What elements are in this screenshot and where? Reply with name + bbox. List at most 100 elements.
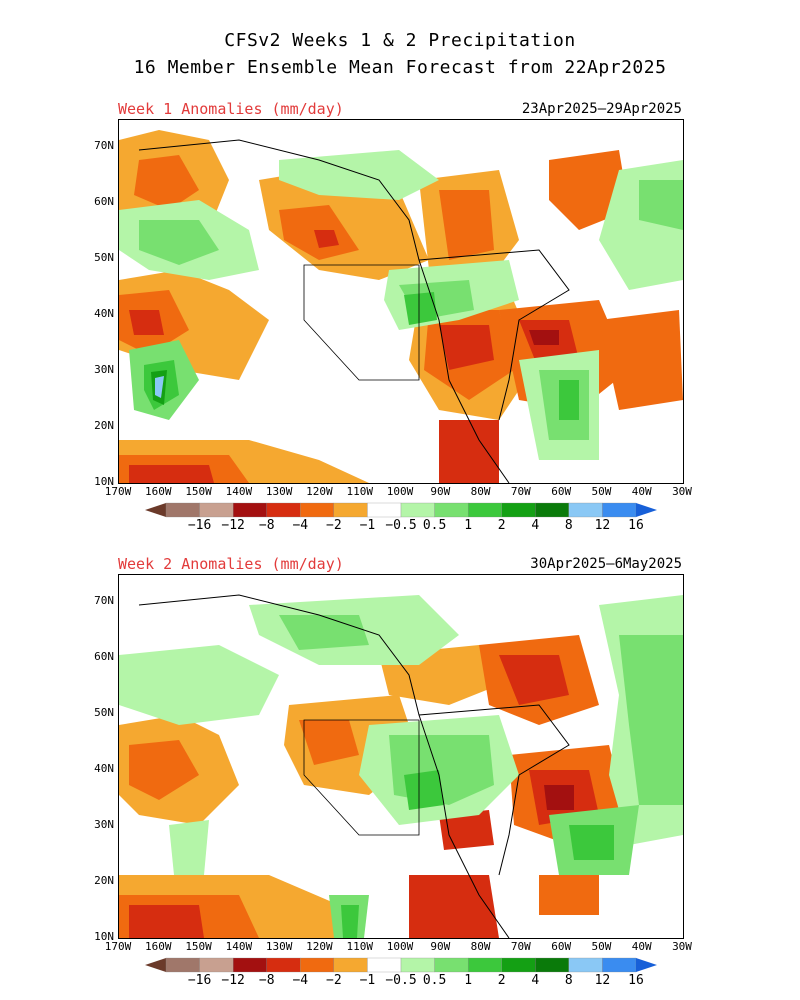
colorbar-swatch bbox=[199, 502, 234, 518]
lon-label: 30W bbox=[672, 485, 692, 498]
colorbar-tick-label: 16 bbox=[628, 973, 644, 988]
colorbar-swatch bbox=[199, 957, 234, 973]
week2-anomaly-map bbox=[118, 574, 684, 939]
w2-lat-10n: 10N bbox=[94, 930, 114, 943]
colorbar-tick-label: −16 bbox=[187, 518, 212, 533]
lon-label: 50W bbox=[591, 940, 612, 953]
w1-dry-tropics-west-peak bbox=[129, 465, 214, 483]
w1-wet-atlantic-tropics-peak bbox=[559, 380, 579, 420]
colorbar-tick-label: −4 bbox=[292, 973, 309, 988]
lon-label: 170W bbox=[104, 940, 132, 953]
w2-lat-40n: 40N bbox=[94, 762, 114, 775]
lon-label: 100W bbox=[386, 940, 414, 953]
colorbar-swatch bbox=[300, 502, 335, 518]
w2-dry-pacific-core bbox=[129, 740, 199, 800]
colorbar-swatch bbox=[400, 957, 435, 973]
lon-label: 100W bbox=[386, 485, 414, 498]
colorbar-tick-label: −4 bbox=[292, 518, 309, 533]
w2-dry-central-america bbox=[409, 875, 499, 938]
w1-lat-40n: 40N bbox=[94, 307, 114, 320]
colorbar-swatch bbox=[367, 957, 402, 973]
week1-colorbar bbox=[145, 500, 657, 540]
w2-lat-20n: 20N bbox=[94, 874, 114, 887]
lon-label: 170W bbox=[104, 485, 132, 498]
colorbar-swatch bbox=[266, 502, 301, 518]
w1-lat-70n: 70N bbox=[94, 139, 114, 152]
colorbar-swatch bbox=[568, 957, 603, 973]
colorbar-tick-label: −16 bbox=[187, 973, 212, 988]
colorbar-tick-label: 1 bbox=[464, 973, 473, 988]
w1-wet-great-lakes-peak bbox=[404, 292, 437, 325]
colorbar-tick-label: −8 bbox=[258, 973, 275, 988]
colorbar-tick-label: −1 bbox=[359, 973, 376, 988]
w2-wet-central-us-peak bbox=[404, 770, 444, 810]
w2-dry-atlantic-peak bbox=[544, 785, 574, 810]
colorbar-swatch bbox=[602, 502, 637, 518]
colorbar-tick-label: 2 bbox=[497, 518, 506, 533]
colorbar-tick-label: −8 bbox=[258, 518, 275, 533]
lon-label: 150W bbox=[185, 940, 212, 953]
w1-lat-30n: 30N bbox=[94, 363, 114, 376]
colorbar-tick-label: 4 bbox=[531, 518, 540, 533]
colorbar-swatch bbox=[266, 957, 301, 973]
week2-date-range: 30Apr2025–6May2025 bbox=[530, 556, 682, 572]
colorbar-tick-label: 2 bbox=[497, 973, 506, 988]
w1-dry-alaska-core bbox=[134, 155, 199, 210]
w2-coastline bbox=[138, 594, 570, 938]
w1-lat-20n: 20N bbox=[94, 419, 114, 432]
w1-lat-50n: 50N bbox=[94, 251, 114, 264]
lon-label: 40W bbox=[631, 485, 652, 498]
colorbar-swatch bbox=[568, 502, 603, 518]
colorbar-arrow-left bbox=[145, 503, 166, 517]
w2-lat-50n: 50N bbox=[94, 706, 114, 719]
colorbar-tick-label: −2 bbox=[326, 973, 342, 988]
colorbar-arrow-left bbox=[145, 958, 166, 972]
lon-label: 40W bbox=[631, 940, 652, 953]
colorbar-swatch bbox=[434, 502, 469, 518]
colorbar-swatch bbox=[367, 502, 402, 518]
colorbar-swatch bbox=[602, 957, 637, 973]
figure-title-line1: CFSv2 Weeks 1 & 2 Precipitation bbox=[224, 30, 576, 51]
lon-label: 60W bbox=[551, 940, 572, 953]
lon-label: 160W bbox=[145, 940, 172, 953]
colorbar-tick-label: −2 bbox=[326, 518, 342, 533]
colorbar-tick-label: −1 bbox=[359, 518, 376, 533]
colorbar-swatch bbox=[467, 957, 502, 973]
lon-label: 130W bbox=[265, 485, 293, 498]
w2-wet-subtropical-atlantic-core bbox=[569, 825, 614, 860]
colorbar-tick-label: 0.5 bbox=[422, 518, 447, 533]
week2-panel-label: Week 2 Anomalies (mm/day) bbox=[118, 555, 344, 573]
colorbar-tick-label: −0.5 bbox=[385, 973, 417, 988]
lon-label: 50W bbox=[591, 485, 612, 498]
w2-dry-florida bbox=[439, 810, 494, 850]
colorbar-tick-label: 0.5 bbox=[422, 973, 447, 988]
colorbar-tick-label: 8 bbox=[564, 973, 573, 988]
week1-panel-label: Week 1 Anomalies (mm/day) bbox=[118, 100, 344, 118]
week2-map-svg bbox=[119, 594, 683, 938]
w1-wet-greenland-east-core bbox=[639, 180, 683, 230]
colorbar-swatch bbox=[501, 957, 536, 973]
w2-lat-60n: 60N bbox=[94, 650, 114, 663]
colorbar-tick-label: 4 bbox=[531, 973, 540, 988]
week2-colorbar bbox=[145, 955, 657, 995]
lon-label: 120W bbox=[306, 940, 333, 953]
lon-label: 150W bbox=[185, 485, 212, 498]
w1-wet-arctic bbox=[279, 150, 439, 200]
colorbar-swatch bbox=[535, 502, 570, 518]
lon-label: 70W bbox=[510, 940, 531, 953]
colorbar-swatch bbox=[400, 502, 435, 518]
w1-dry-wcanada-peak bbox=[314, 230, 339, 248]
w1-dry-central-america bbox=[439, 420, 499, 483]
colorbar-swatch bbox=[333, 502, 368, 518]
colorbar-tick-label: 8 bbox=[564, 518, 573, 533]
lon-label: 60W bbox=[551, 485, 572, 498]
w2-lat-70n: 70N bbox=[94, 594, 114, 607]
lon-label: 110W bbox=[346, 485, 373, 498]
lon-label: 140W bbox=[225, 940, 253, 953]
colorbar-arrow-right bbox=[636, 958, 657, 972]
w2-dry-west-us-core bbox=[299, 720, 359, 765]
colorbar-swatch bbox=[300, 957, 335, 973]
w1-coastline bbox=[138, 139, 570, 483]
lon-label: 90W bbox=[430, 940, 451, 953]
week1-map-svg bbox=[119, 130, 683, 483]
